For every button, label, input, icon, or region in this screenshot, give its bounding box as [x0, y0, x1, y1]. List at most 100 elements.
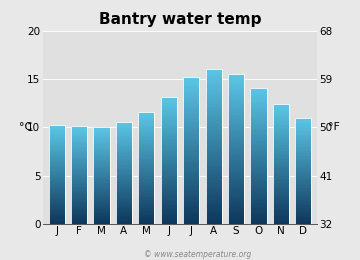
- Bar: [273, 106, 289, 107]
- Bar: [138, 208, 154, 210]
- Bar: [273, 161, 289, 162]
- Bar: [206, 121, 222, 123]
- Bar: [295, 156, 311, 158]
- Bar: [138, 179, 154, 180]
- Bar: [49, 203, 65, 204]
- Bar: [295, 127, 311, 128]
- Bar: [273, 179, 289, 180]
- Bar: [116, 156, 132, 157]
- Bar: [228, 131, 244, 132]
- Bar: [94, 139, 109, 141]
- Bar: [183, 79, 199, 81]
- Bar: [206, 94, 222, 96]
- Bar: [206, 189, 222, 191]
- Bar: [183, 216, 199, 218]
- Bar: [49, 141, 65, 143]
- Bar: [94, 185, 109, 186]
- Bar: [295, 167, 311, 168]
- Bar: [273, 209, 289, 210]
- Bar: [251, 105, 266, 107]
- Bar: [161, 216, 177, 217]
- Bar: [71, 194, 87, 196]
- Bar: [183, 128, 199, 130]
- Bar: [183, 214, 199, 216]
- Bar: [49, 129, 65, 130]
- Bar: [161, 198, 177, 200]
- Bar: [116, 221, 132, 222]
- Bar: [295, 169, 311, 171]
- Bar: [138, 130, 154, 132]
- Bar: [183, 87, 199, 88]
- Bar: [161, 211, 177, 212]
- Bar: [94, 208, 109, 209]
- Bar: [295, 181, 311, 183]
- Bar: [183, 145, 199, 147]
- Bar: [206, 84, 222, 86]
- Bar: [71, 159, 87, 160]
- Bar: [71, 199, 87, 200]
- Bar: [273, 183, 289, 185]
- Bar: [71, 173, 87, 174]
- Bar: [116, 211, 132, 212]
- Bar: [295, 222, 311, 224]
- Bar: [295, 132, 311, 134]
- Bar: [206, 198, 222, 200]
- Bar: [228, 149, 244, 151]
- Bar: [206, 73, 222, 75]
- Bar: [183, 92, 199, 94]
- Bar: [295, 172, 311, 173]
- Bar: [295, 160, 311, 161]
- Bar: [71, 191, 87, 192]
- Bar: [161, 138, 177, 139]
- Bar: [206, 127, 222, 129]
- Bar: [116, 129, 132, 131]
- Bar: [295, 148, 311, 150]
- Bar: [295, 124, 311, 126]
- Bar: [71, 136, 87, 137]
- Bar: [251, 115, 266, 117]
- Bar: [161, 179, 177, 181]
- Bar: [295, 214, 311, 216]
- Bar: [116, 153, 132, 155]
- Bar: [138, 172, 154, 173]
- Bar: [295, 180, 311, 181]
- Bar: [116, 133, 132, 134]
- Bar: [49, 160, 65, 161]
- Bar: [161, 113, 177, 114]
- Bar: [94, 130, 109, 131]
- Bar: [206, 218, 222, 220]
- Bar: [183, 207, 199, 209]
- Bar: [49, 171, 65, 172]
- Bar: [94, 190, 109, 191]
- Bar: [49, 174, 65, 176]
- Bar: [94, 186, 109, 187]
- Bar: [183, 196, 199, 198]
- Bar: [273, 212, 289, 213]
- Bar: [116, 201, 132, 202]
- Bar: [273, 104, 289, 224]
- Bar: [161, 141, 177, 143]
- Bar: [273, 112, 289, 113]
- Bar: [138, 115, 154, 116]
- Bar: [116, 215, 132, 216]
- Bar: [116, 159, 132, 160]
- Bar: [228, 196, 244, 198]
- Bar: [183, 205, 199, 207]
- Bar: [138, 185, 154, 186]
- Bar: [228, 157, 244, 158]
- Bar: [273, 128, 289, 130]
- Bar: [228, 155, 244, 157]
- Bar: [116, 122, 132, 224]
- Bar: [228, 203, 244, 205]
- Bar: [116, 169, 132, 170]
- Bar: [71, 207, 87, 208]
- Bar: [71, 140, 87, 141]
- Bar: [116, 204, 132, 206]
- Bar: [94, 145, 109, 147]
- Bar: [228, 160, 244, 162]
- Bar: [71, 142, 87, 144]
- Bar: [94, 172, 109, 173]
- Bar: [251, 156, 266, 158]
- Bar: [273, 136, 289, 137]
- Bar: [71, 202, 87, 203]
